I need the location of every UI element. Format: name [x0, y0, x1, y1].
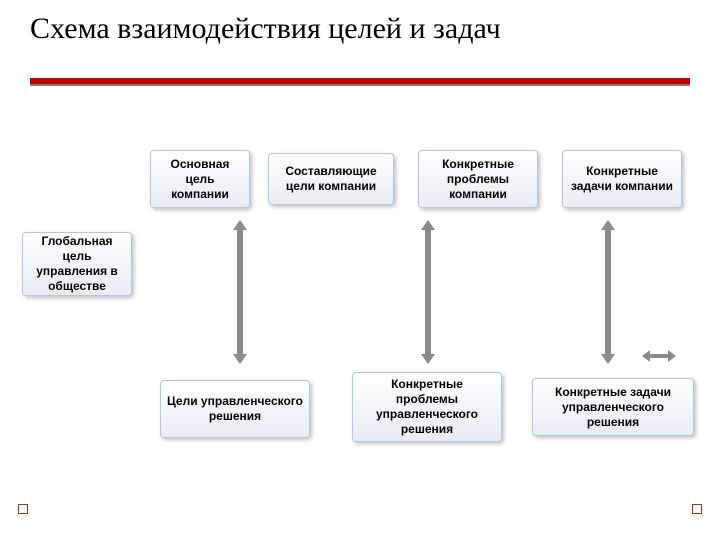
- box-component-goals: Составляющие цели компании: [268, 153, 394, 205]
- box-specific-problems-company: Конкретные проблемы компании: [418, 150, 538, 208]
- box-main-goal: Основная цель компании: [150, 150, 250, 208]
- box-label: Цели управленческого решения: [167, 394, 303, 424]
- slide-root: Схема взаимодействия целей и задач Основ…: [0, 0, 720, 540]
- slide-marker-bl: [18, 504, 28, 514]
- box-label: Конкретные проблемы компании: [425, 157, 531, 202]
- arrow-vertical-3: [605, 230, 611, 354]
- box-label: Конкретные проблемы управленческого реше…: [359, 377, 495, 437]
- box-label: Глобальная цель управления в обществе: [29, 234, 125, 294]
- box-global-goal: Глобальная цель управления в обществе: [22, 232, 132, 296]
- box-specific-tasks-decision: Конкретные задачи управленческого решени…: [532, 378, 694, 436]
- box-label: Составляющие цели компании: [275, 164, 387, 194]
- title-rule-shadow: [30, 84, 690, 86]
- box-label: Основная цель компании: [157, 157, 243, 202]
- box-specific-problems-decision: Конкретные проблемы управленческого реше…: [352, 372, 502, 442]
- box-goals-decision: Цели управленческого решения: [160, 380, 310, 438]
- box-specific-tasks-company: Конкретные задачи компании: [562, 150, 682, 208]
- slide-title: Схема взаимодействия целей и задач: [30, 12, 501, 46]
- box-label: Конкретные задачи компании: [569, 164, 675, 194]
- box-label: Конкретные задачи управленческого решени…: [539, 385, 687, 430]
- arrow-vertical-1: [237, 230, 243, 354]
- arrow-vertical-2: [425, 230, 431, 354]
- slide-marker-br: [692, 504, 702, 514]
- arrow-horizontal-1: [650, 354, 668, 358]
